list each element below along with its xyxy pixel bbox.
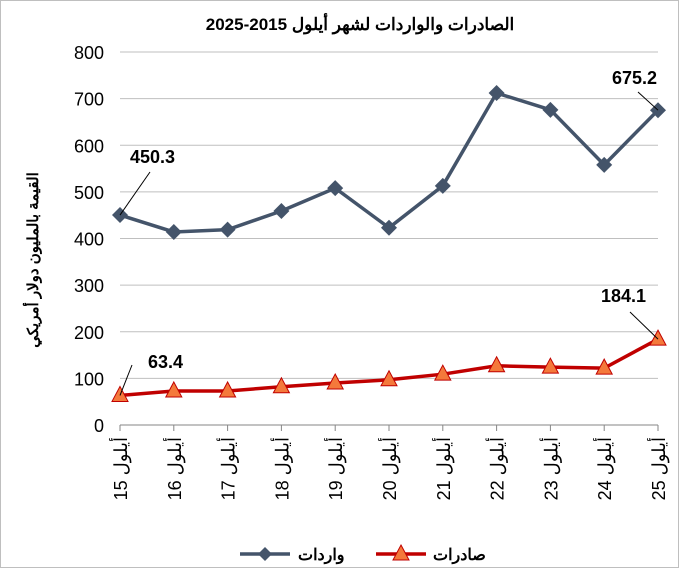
- x-tick-label: 22 أيلول: [486, 437, 509, 500]
- data-point-triangle: [218, 380, 237, 398]
- leader-line: [637, 91, 659, 111]
- y-tick-label: 300: [74, 276, 104, 296]
- leader-line: [629, 311, 659, 340]
- data-point-diamond: [273, 202, 290, 219]
- data-point-diamond: [219, 221, 236, 238]
- data-point-triangle: [380, 369, 398, 387]
- data-point-diamond: [381, 219, 397, 236]
- legend-label-exports: صادرات: [433, 547, 486, 565]
- y-tick-label: 400: [74, 230, 104, 250]
- y-tick-label: 100: [74, 369, 104, 389]
- x-tick-label: 20 أيلول: [378, 437, 401, 500]
- x-tick-label: 16 أيلول: [163, 437, 186, 500]
- data-point-diamond: [434, 177, 451, 194]
- data-point-triangle: [272, 376, 291, 394]
- data-point-diamond: [488, 85, 505, 102]
- series-line-imports: [119, 90, 660, 234]
- data-point-triangle: [326, 372, 345, 390]
- y-tick-label: 600: [74, 136, 104, 156]
- data-label: 675.2: [612, 68, 657, 88]
- leader-line: [119, 364, 133, 396]
- data-point-diamond: [542, 101, 559, 118]
- legend-label-imports: واردات: [298, 547, 345, 565]
- data-label: 450.3: [130, 147, 175, 167]
- data-point-triangle: [111, 385, 129, 402]
- data-point-triangle: [541, 357, 560, 374]
- data-point-triangle: [649, 329, 667, 346]
- x-tick-label: 23 أيلول: [539, 437, 562, 500]
- y-tick-label: 700: [74, 90, 104, 110]
- data-label: 184.1: [601, 286, 646, 306]
- y-axis-label: القيمة بالمليون دولار أمريكي: [22, 172, 43, 347]
- leader-line: [119, 171, 151, 216]
- y-tick-label: 800: [74, 43, 104, 63]
- data-point-triangle: [487, 355, 506, 373]
- x-tick-label: 15 أيلول: [109, 437, 132, 500]
- y-tick-label: 0: [94, 416, 104, 436]
- x-tick-label: 18 أيلول: [270, 437, 293, 500]
- data-point-triangle: [595, 358, 614, 375]
- x-tick-label: 21 أيلول: [432, 437, 455, 500]
- data-point-diamond: [596, 156, 613, 173]
- data-point-diamond: [165, 223, 182, 240]
- legend-diamond-icon: [258, 547, 272, 561]
- y-tick-label: 200: [74, 323, 104, 343]
- x-tick-label: 19 أيلول: [324, 437, 347, 500]
- x-tick-label: 25 أيلول: [647, 437, 670, 500]
- legend-triangle-icon: [392, 543, 410, 561]
- data-point-triangle: [164, 380, 183, 398]
- x-tick-label: 24 أيلول: [593, 437, 616, 500]
- series-line-exports: [119, 337, 659, 398]
- data-label: 63.4: [148, 352, 183, 372]
- x-tick-label: 17 أيلول: [217, 437, 240, 500]
- data-point-triangle: [433, 364, 452, 381]
- y-tick-label: 500: [74, 183, 104, 203]
- chart-title: الصادرات والواردات لشهر أيلول 2015-2025: [206, 12, 514, 35]
- data-point-diamond: [327, 180, 344, 197]
